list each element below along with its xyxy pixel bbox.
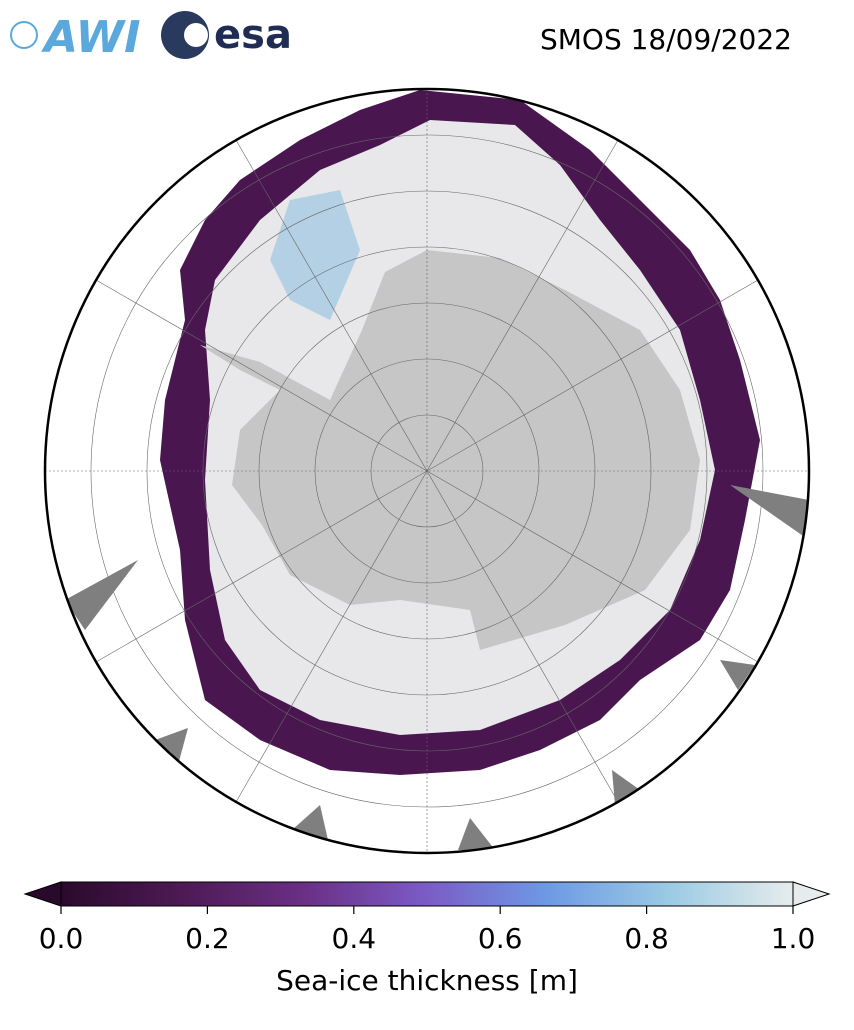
colorbar-label: Sea-ice thickness [m] bbox=[276, 964, 578, 997]
awi-logo: AWI bbox=[10, 12, 141, 63]
map bbox=[45, 89, 809, 853]
esa-logo: esa bbox=[161, 11, 292, 59]
colorbar-tick-label: 0.2 bbox=[185, 922, 230, 955]
title: SMOS 18/09/2022 bbox=[540, 23, 792, 56]
colorbar-tick-label: 1.0 bbox=[771, 922, 816, 955]
colorbar-tick-label: 0.6 bbox=[478, 922, 523, 955]
map-frame bbox=[43, 87, 811, 855]
colorbar-extend-min bbox=[23, 881, 62, 907]
graticule bbox=[45, 89, 809, 853]
logo-text: esa bbox=[214, 12, 292, 58]
colorbar-tick-label: 0.0 bbox=[39, 922, 84, 955]
colorbar-tick-label: 0.8 bbox=[624, 922, 669, 955]
missing-data bbox=[65, 485, 809, 850]
colorbar-extend-max bbox=[792, 881, 831, 907]
colorbar bbox=[23, 881, 831, 907]
colorbar-tick-label: 0.4 bbox=[332, 922, 377, 955]
ice-mid bbox=[270, 190, 360, 320]
colorbar-bar bbox=[60, 881, 794, 907]
logo-text: AWI bbox=[41, 12, 141, 63]
